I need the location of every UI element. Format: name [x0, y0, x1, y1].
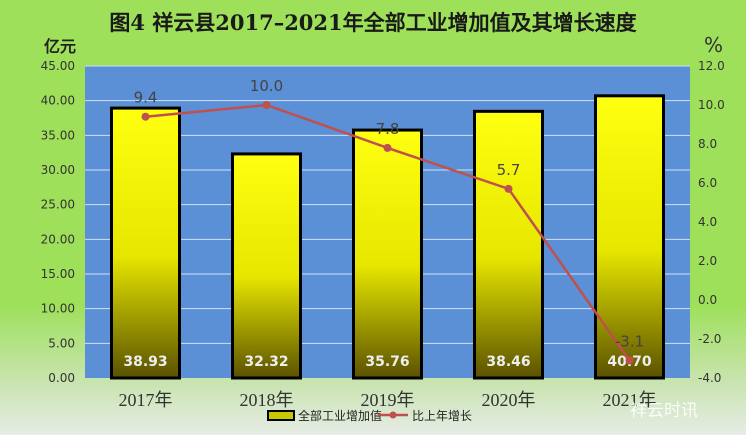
x-tick-label: 2021年 — [603, 390, 657, 410]
legend-bar-label: 全部工业增加值 — [298, 408, 382, 423]
x-tick-label: 2019年 — [361, 390, 415, 410]
y2-tick-label: 4.0 — [698, 215, 717, 229]
line-point — [383, 143, 392, 152]
x-tick-label: 2018年 — [240, 390, 294, 410]
y-tick-label: 10.00 — [41, 302, 75, 316]
watermark: 祥云时讯 — [630, 401, 698, 421]
line-data-label: 5.7 — [497, 161, 521, 179]
legend-bar-swatch — [267, 410, 295, 421]
line-data-label: -3.1 — [615, 332, 644, 350]
bar-data-label: 35.76 — [365, 354, 409, 370]
bar — [352, 128, 423, 380]
y-tick-label: 25.00 — [41, 198, 75, 212]
bar — [110, 106, 181, 380]
y2-tick-label: 12.0 — [698, 59, 725, 73]
y2-tick-label: 8.0 — [698, 137, 717, 151]
bar-data-label: 38.46 — [486, 354, 530, 370]
bar — [594, 94, 665, 380]
y-tick-label: 45.00 — [41, 59, 75, 73]
x-tick-label: 2020年 — [482, 390, 536, 410]
x-tick-label: 2017年 — [119, 390, 173, 410]
line-point — [625, 356, 634, 365]
y-tick-label: 0.00 — [48, 371, 75, 385]
y-tick-label: 20.00 — [41, 232, 75, 246]
bar — [231, 152, 302, 380]
line-data-label: 10.0 — [250, 77, 283, 95]
legend-line-marker — [389, 411, 397, 419]
y-tick-label: 15.00 — [41, 267, 75, 281]
line-point — [141, 112, 150, 121]
y2-tick-label: -4.0 — [698, 371, 721, 385]
y2-tick-label: 2.0 — [698, 254, 717, 268]
y2-tick-label: 6.0 — [698, 176, 717, 190]
line-point — [262, 101, 271, 109]
y2-tick-label: 10.0 — [698, 98, 725, 112]
y-tick-label: 35.00 — [41, 128, 75, 142]
y2-tick-label: -2.0 — [698, 332, 721, 346]
legend-line-label: 比上年增长 — [412, 409, 472, 423]
y-tick-label: 5.00 — [48, 336, 75, 350]
line-point — [504, 184, 513, 193]
line-data-label: 7.8 — [376, 120, 400, 138]
y-tick-label: 30.00 — [41, 163, 75, 177]
y-axis-label: 亿元 — [44, 37, 76, 56]
bar-data-label: 32.32 — [244, 354, 288, 370]
line-data-label: 9.4 — [134, 89, 158, 107]
y-tick-label: 40.00 — [41, 94, 75, 108]
y2-tick-label: 0.0 — [698, 293, 717, 307]
y2-axis-label: % — [704, 33, 723, 57]
bar-data-label: 38.93 — [123, 354, 167, 370]
bar — [473, 109, 544, 380]
chart-title: 图4 祥云县2017–2021年全部工业增加值及其增长速度 — [109, 10, 636, 35]
